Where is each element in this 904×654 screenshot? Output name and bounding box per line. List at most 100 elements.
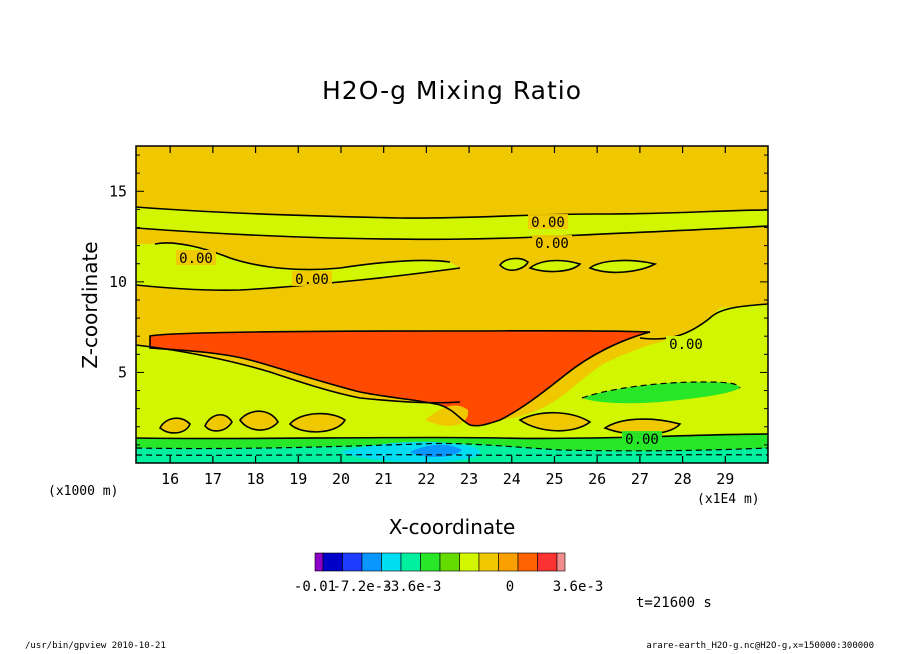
field-island-2 — [530, 260, 580, 272]
time-label: t=21600 s — [636, 595, 712, 611]
contour-label-2: 0.00 — [176, 250, 216, 267]
contour-line-3 — [154, 242, 451, 271]
y-tick-label-2: 15 — [109, 182, 127, 200]
axis-ticks: 16 17 18 19 20 21 22 23 24 25 26 27 28 29 5 10 15 — [109, 146, 768, 488]
colorbar-cell-3 — [361, 552, 382, 572]
contour-line-7 — [588, 259, 658, 274]
x-tick-label-2: 18 — [247, 470, 265, 488]
colorbar: -0.01-7.2e-3-3.6e-3 0 3.6e-3 — [294, 552, 604, 595]
contour-line-6 — [528, 259, 582, 273]
colorbar-cell-0 — [314, 552, 324, 572]
x-tick-label-7: 23 — [460, 470, 478, 488]
colorbar-cell-10 — [498, 552, 519, 572]
field-green-patch — [582, 382, 740, 404]
contour-line-2 — [136, 225, 768, 241]
contour-label-bg-0 — [528, 214, 568, 229]
contour-label-bg-3 — [292, 271, 332, 286]
colorbar-tick-label-4: 3.6e-3 — [553, 579, 604, 595]
contour-line-17 — [136, 433, 768, 440]
x-tick-label-10: 26 — [588, 470, 606, 488]
field-lump-1 — [160, 418, 190, 433]
field-island-1 — [500, 258, 528, 271]
contour-dashed-3 — [581, 381, 741, 399]
contour-line-5 — [498, 257, 530, 271]
field-red-core — [150, 330, 650, 426]
contour-label-text-4: 0.00 — [669, 337, 703, 353]
colorbar-tick-label-0: -0.01 — [294, 579, 336, 595]
x-tick-label-4: 20 — [332, 470, 350, 488]
field-lump-7 — [605, 419, 680, 435]
contour-label-bg-4 — [666, 336, 706, 351]
contour-label-text-2: 0.00 — [179, 251, 213, 267]
x-tick-label-6: 22 — [417, 470, 435, 488]
contour-label-3: 0.00 — [292, 271, 332, 288]
x-tick-label-12: 28 — [674, 470, 692, 488]
plot-frame — [135, 145, 769, 464]
colorbar-cell-9 — [478, 552, 499, 572]
x-tick-label-5: 21 — [375, 470, 393, 488]
contour-label-0: 0.00 — [528, 214, 568, 231]
colorbar-cell-13 — [556, 552, 566, 572]
field-yellow-band-lower — [136, 242, 460, 291]
contour-label-layer: 0.00 0.00 0.00 0.00 0.00 0.00 — [176, 214, 706, 448]
contour-dashed-1 — [136, 442, 768, 452]
colorbar-tick-label-3: 0 — [506, 579, 514, 595]
x-tick-label-0: 16 — [161, 470, 179, 488]
contour-label-bg-1 — [532, 235, 572, 250]
field-lump-5 — [425, 405, 469, 426]
field-lump-4 — [290, 413, 345, 432]
contour-line-12 — [204, 414, 233, 432]
x-tick-label-3: 19 — [289, 470, 307, 488]
x-axis-label-text: X-coordinate — [388, 515, 516, 539]
colorbar-cell-12 — [537, 552, 558, 572]
colorbar-cell-7 — [439, 552, 460, 572]
x-tick-label-1: 17 — [204, 470, 222, 488]
contour-line-11 — [158, 417, 191, 434]
field-lump-3 — [240, 411, 278, 431]
x-tick-label-11: 27 — [631, 470, 649, 488]
colorbar-tick-label-1: -7.2e-3 — [332, 579, 391, 595]
colorbar-cell-1 — [322, 552, 343, 572]
colorbar-cell-11 — [517, 552, 538, 572]
contour-dashed-2 — [136, 454, 768, 456]
contour-line-13 — [239, 410, 279, 431]
field-lump-2 — [205, 414, 232, 431]
y-tick-label-0: 5 — [118, 363, 127, 381]
colorbar-cell-5 — [400, 552, 421, 572]
x-tick-label-8: 24 — [503, 470, 521, 488]
y-tick-label-1: 10 — [109, 273, 127, 291]
contour-label-5: 0.00 — [622, 431, 662, 448]
footer-right: arare-earth_H2O-g.nc@H2O-g,x=150000:3000… — [646, 641, 874, 651]
field-surface-blue — [410, 444, 462, 458]
contour-label-1: 0.00 — [532, 235, 572, 252]
colorbar-cell-2 — [342, 552, 363, 572]
contour-label-bg-5 — [622, 431, 662, 446]
x-tick-label-13: 29 — [716, 470, 734, 488]
contour-lines-dashed — [136, 381, 768, 456]
colorbar-cell-8 — [459, 552, 480, 572]
footer-left: /usr/bin/gpview 2010-10-21 — [25, 641, 166, 651]
contour-line-8 — [149, 329, 651, 427]
contour-label-text-1: 0.00 — [535, 236, 569, 252]
contour-label-text-5: 0.00 — [625, 432, 659, 448]
colorbar-cell-6 — [420, 552, 441, 572]
x-tick-label-9: 25 — [545, 470, 563, 488]
contour-field — [136, 146, 768, 463]
colorbar-tick-label-2: -3.6e-3 — [382, 579, 441, 595]
chart-title: H2O-g Mixing Ratio — [321, 76, 583, 105]
x-axis-label: X-coordinate — [0, 515, 904, 539]
contour-line-9 — [136, 344, 461, 404]
contour-label-4: 0.00 — [666, 336, 706, 353]
x-unit-left-label: (x1000 m) — [48, 484, 119, 499]
contour-line-10 — [639, 303, 768, 340]
field-lump-6 — [520, 412, 590, 431]
contour-label-text-3: 0.00 — [295, 272, 329, 288]
contour-label-bg-2 — [176, 250, 216, 265]
contour-line-1 — [136, 206, 768, 219]
contour-line-14 — [288, 412, 347, 433]
colorbar-cell-4 — [381, 552, 402, 572]
contour-line-15 — [518, 411, 592, 432]
contour-label-text-0: 0.00 — [531, 215, 565, 231]
field-yellow-band-upper — [136, 207, 768, 240]
